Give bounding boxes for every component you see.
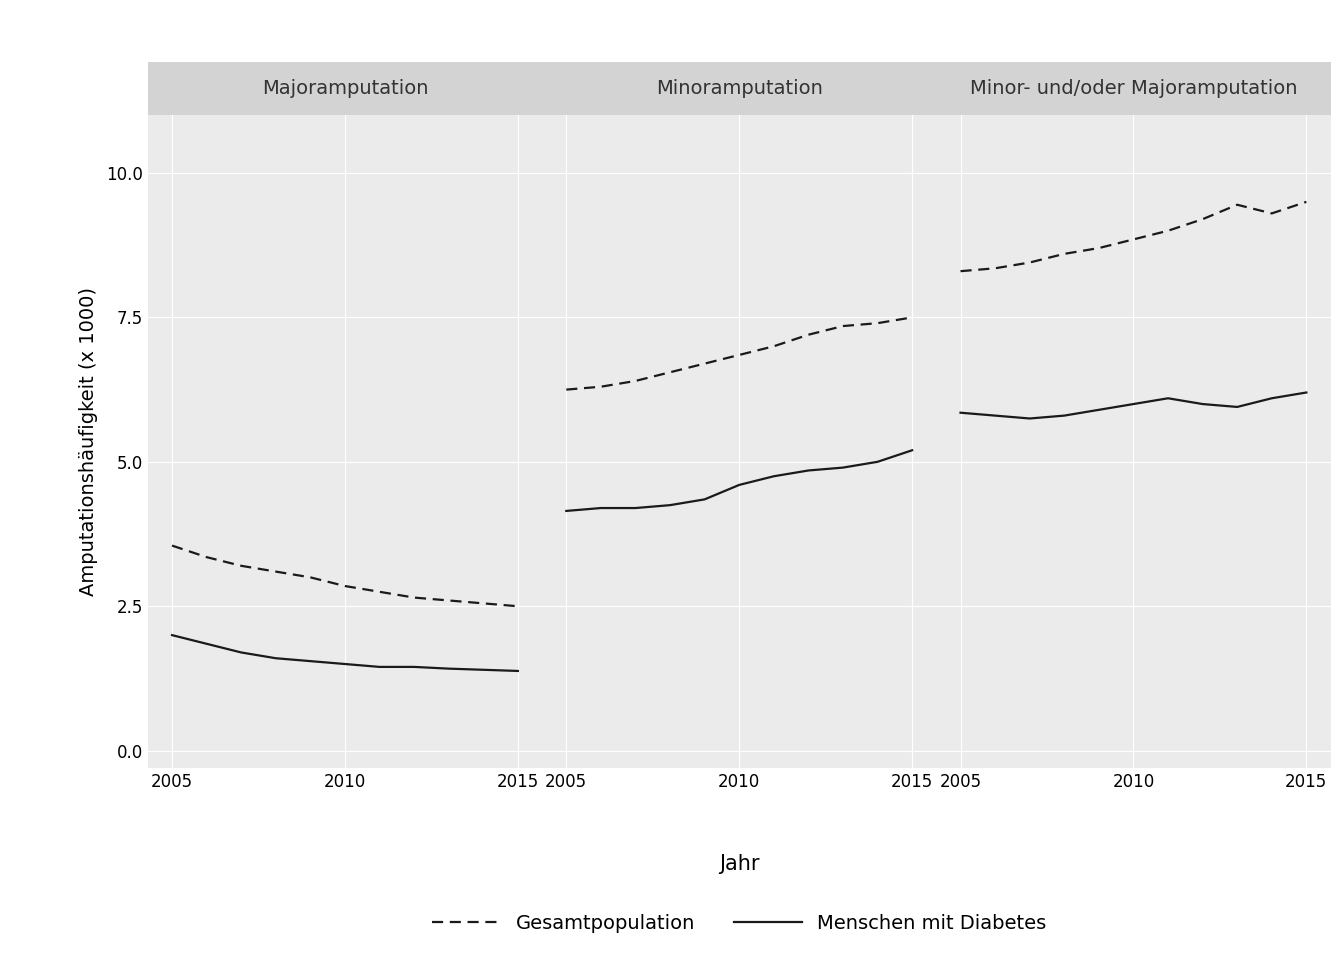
Legend: Gesamtpopulation, Menschen mit Diabetes: Gesamtpopulation, Menschen mit Diabetes	[425, 906, 1054, 941]
Text: Jahr: Jahr	[719, 854, 759, 874]
Text: Minor- und/oder Majoramputation: Minor- und/oder Majoramputation	[969, 80, 1297, 98]
Text: Majoramputation: Majoramputation	[262, 80, 429, 98]
Y-axis label: Amputationshäufigkeit (x 1000): Amputationshäufigkeit (x 1000)	[79, 287, 98, 596]
Text: Minoramputation: Minoramputation	[656, 80, 823, 98]
